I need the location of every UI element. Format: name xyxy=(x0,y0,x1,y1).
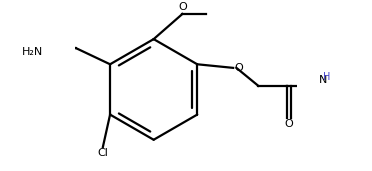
Text: H₂N: H₂N xyxy=(22,47,43,57)
Text: O: O xyxy=(285,119,294,129)
Text: H: H xyxy=(323,72,330,82)
Text: O: O xyxy=(234,63,243,73)
Text: Cl: Cl xyxy=(97,148,108,158)
Text: N: N xyxy=(318,75,327,85)
Text: O: O xyxy=(178,2,187,12)
